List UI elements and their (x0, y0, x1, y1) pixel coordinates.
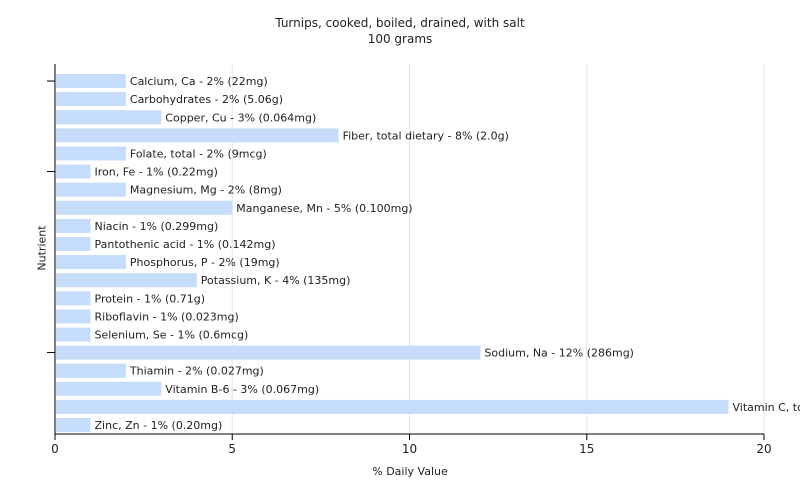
bar-label: Magnesium, Mg - 2% (8mg) (130, 184, 282, 197)
bar (56, 200, 233, 215)
x-tick-label: 20 (756, 442, 771, 456)
bar-label: Fiber, total dietary - 8% (2.0g) (343, 129, 509, 142)
bar (56, 399, 729, 414)
bar-label: Pantothenic acid - 1% (0.142mg) (95, 238, 276, 251)
bar (56, 218, 91, 233)
bar-label: Zinc, Zn - 1% (0.20mg) (95, 419, 223, 432)
bar-label: Vitamin B-6 - 3% (0.067mg) (165, 383, 319, 396)
bar-label: Thiamin - 2% (0.027mg) (129, 365, 264, 378)
bar-label: Potassium, K - 4% (135mg) (201, 274, 351, 287)
x-axis-label: % Daily Value (372, 465, 448, 478)
x-tick-label: 15 (579, 442, 594, 456)
bar-label: Phosphorus, P - 2% (19mg) (130, 256, 280, 269)
bar (56, 273, 197, 288)
x-tick-label: 0 (51, 442, 59, 456)
bar (56, 128, 339, 143)
bar-label: Folate, total - 2% (9mcg) (130, 148, 267, 161)
bar (56, 345, 481, 360)
bar-label: Calcium, Ca - 2% (22mg) (130, 75, 268, 88)
bar (56, 327, 91, 342)
bar (56, 237, 91, 251)
bar-label: Copper, Cu - 3% (0.064mg) (165, 111, 316, 124)
bar (56, 92, 126, 107)
bar (56, 309, 91, 324)
bar-label: Iron, Fe - 1% (0.22mg) (95, 166, 218, 179)
bar-label: Protein - 1% (0.71g) (95, 292, 206, 305)
bar (56, 164, 91, 179)
chart-title: Turnips, cooked, boiled, drained, with s… (275, 16, 525, 30)
bar-label: Niacin - 1% (0.299mg) (95, 220, 219, 233)
bar (56, 74, 126, 88)
bar (56, 291, 91, 306)
bar-label: Riboflavin - 1% (0.023mg) (95, 310, 239, 323)
bar (56, 182, 126, 197)
bar (56, 418, 91, 432)
x-tick-label: 10 (402, 442, 417, 456)
bar (56, 363, 126, 378)
bar (56, 146, 126, 161)
bar-label: Manganese, Mn - 5% (0.100mg) (236, 202, 412, 215)
bar (56, 381, 162, 396)
x-tick-label: 5 (228, 442, 236, 456)
bar (56, 110, 162, 125)
bar-label: Selenium, Se - 1% (0.6mcg) (95, 329, 249, 342)
chart-subtitle: 100 grams (367, 32, 433, 46)
bar-label: Sodium, Na - 12% (286mg) (484, 347, 634, 360)
bar-label: Vitamin C, total ascorbic acid - 19% (11… (733, 401, 800, 414)
bar-label: Carbohydrates - 2% (5.06g) (130, 93, 283, 106)
bar (56, 255, 126, 270)
